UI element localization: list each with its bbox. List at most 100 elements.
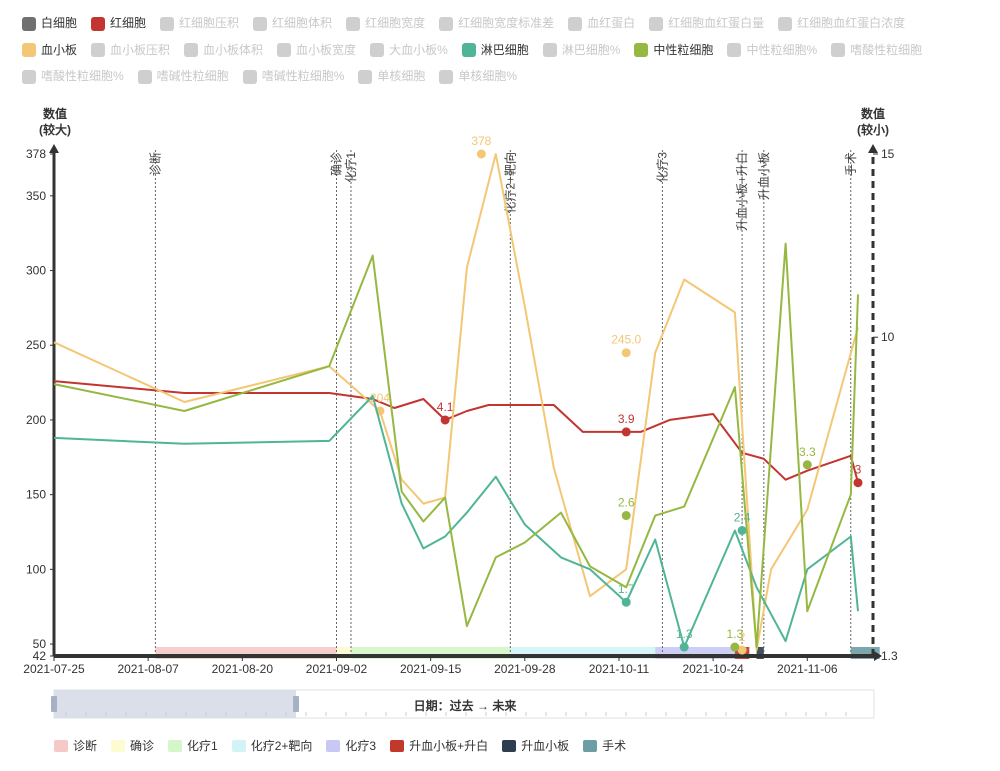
legend-item[interactable]: 红细胞压积: [160, 12, 239, 35]
phase-legend-item[interactable]: 确诊: [111, 737, 154, 754]
data-label: 2.4: [734, 511, 751, 525]
zoom-label: 日期：过去 → 未来: [414, 698, 518, 713]
legend-item[interactable]: 淋巴细胞%: [542, 39, 620, 62]
legend-swatch: [370, 43, 385, 57]
legend-item[interactable]: 淋巴细胞: [461, 39, 529, 62]
right-axis-title-line2: (较小): [857, 123, 889, 137]
legend-item[interactable]: 嗜酸性粒细胞: [831, 39, 922, 62]
legend-item[interactable]: 大血小板%: [370, 39, 448, 62]
event-label: 化疗1: [344, 152, 358, 183]
x-tick-label: 2021-11-06: [777, 662, 838, 676]
legend-item[interactable]: 红细胞宽度标准差: [439, 12, 554, 35]
legend-item[interactable]: 白细胞: [22, 12, 77, 35]
legend-item[interactable]: 单核细胞%: [439, 65, 517, 88]
left-y-tick-label: 150: [26, 488, 46, 502]
legend-item[interactable]: 红细胞宽度: [346, 12, 425, 35]
phase-legend-item[interactable]: 手术: [583, 737, 626, 754]
legend-swatch: [253, 16, 268, 31]
legend-swatch: [184, 43, 199, 57]
legend-item[interactable]: 红细胞血红蛋白量: [649, 12, 764, 35]
left-y-tick-label: 350: [26, 189, 46, 203]
legend-swatch: [439, 69, 454, 84]
legend-label: 白细胞: [41, 16, 78, 30]
legend-swatch: [160, 16, 175, 31]
left-y-tick-label: 100: [26, 562, 46, 576]
legend-swatch: [277, 43, 292, 57]
legend-swatch: [461, 43, 476, 57]
legend-swatch: [22, 43, 36, 57]
series-line: [53, 395, 859, 648]
legend-label: 血小板宽度: [296, 42, 357, 57]
legend-item[interactable]: 血小板: [22, 39, 77, 62]
legend-item[interactable]: 红细胞血红蛋白浓度: [778, 12, 905, 35]
series-point: [621, 511, 631, 521]
legend-swatch: [358, 69, 373, 84]
phase-legend-item[interactable]: 化疗3: [326, 737, 376, 754]
legend-item[interactable]: 血小板宽度: [277, 39, 356, 62]
series-line: [53, 380, 859, 483]
legend-item[interactable]: 中性粒细胞%: [727, 39, 817, 62]
top-legend: 白细胞 红细胞 红细胞压积 红细胞体积 红细胞宽度 红细胞宽度标准差 血红蛋白 红细胞血红蛋白…: [22, 12, 982, 92]
data-label: 3: [855, 463, 862, 477]
legend-item[interactable]: 嗜碱性粒细胞: [137, 65, 229, 88]
legend-label: 中性粒细胞: [653, 42, 714, 57]
legend-item[interactable]: 血小板体积: [184, 39, 263, 62]
series-point: [621, 427, 631, 437]
legend-label: 红细胞血红蛋白浓度: [797, 16, 906, 30]
left-axis-title-line1: 数值: [42, 107, 67, 121]
x-tick-label: 2021-10-11: [589, 662, 650, 676]
event-label: 升血小板+升白: [734, 152, 749, 231]
legend-label: 血红蛋白: [587, 16, 636, 30]
legend-swatch: [634, 43, 649, 57]
series-line: [53, 242, 859, 648]
legend-label: 手术: [602, 739, 627, 753]
legend-label: 单核细胞: [377, 69, 426, 83]
legend-swatch: [390, 739, 405, 752]
zoom-handle[interactable]: [51, 696, 57, 712]
legend-item[interactable]: 单核细胞: [358, 65, 425, 88]
event-label: 化疗3: [655, 152, 669, 183]
series-point: [737, 526, 747, 535]
legend-label: 嗜酸性粒细胞%: [41, 69, 124, 83]
data-label: 245.0: [611, 333, 641, 347]
zoom-selected-range: [54, 690, 296, 718]
legend-label: 诊断: [73, 739, 98, 753]
phase-legend-item[interactable]: 化疗1: [168, 737, 218, 754]
zoom-handle[interactable]: [293, 696, 299, 712]
phase-legend-item[interactable]: 诊断: [54, 737, 97, 754]
series-point: [730, 642, 740, 652]
phase-legend-item[interactable]: 化疗2+靶向: [231, 737, 313, 754]
left-y-axis-arrow: [49, 144, 59, 153]
legend-item[interactable]: 血红蛋白: [568, 12, 635, 35]
legend-swatch: [231, 739, 246, 752]
legend-swatch: [111, 739, 126, 752]
legend-label: 确诊: [130, 739, 155, 753]
series-point: [621, 348, 631, 358]
left-y-tick-label: 50: [33, 637, 47, 651]
right-y-tick-label: 1.3: [881, 649, 898, 663]
legend-swatch: [502, 739, 517, 752]
legend-item[interactable]: 红细胞: [91, 12, 146, 35]
legend-item[interactable]: 嗜酸性粒细胞%: [22, 65, 124, 88]
legend-item[interactable]: 中性粒细胞: [634, 39, 713, 62]
phase-band: [756, 647, 764, 659]
x-tick-label: 2021-08-20: [212, 662, 274, 676]
legend-swatch: [649, 16, 664, 31]
legend-swatch: [22, 69, 36, 84]
legend-swatch: [568, 16, 583, 31]
phase-legend-item[interactable]: 升血小板: [502, 737, 569, 754]
data-label: 3.3: [799, 445, 816, 459]
left-axis-title: 数值 (较大): [28, 106, 82, 138]
left-axis-title-line2: (较大): [39, 123, 71, 137]
event-label: 升血小板: [757, 152, 771, 200]
legend-label: 化疗2+靶向: [250, 739, 313, 753]
data-label: 2.6: [618, 496, 635, 510]
data-label: 378: [471, 134, 491, 148]
phase-legend-item[interactable]: 升血小板+升白: [390, 737, 488, 754]
legend-item[interactable]: 嗜碱性粒细胞%: [242, 65, 344, 88]
legend-item[interactable]: 红细胞体积: [253, 12, 332, 35]
legend-label: 血小板压积: [110, 42, 171, 57]
legend-item[interactable]: 血小板压积: [91, 39, 170, 62]
legend-label: 红细胞体积: [272, 16, 333, 30]
legend-swatch: [778, 16, 793, 31]
